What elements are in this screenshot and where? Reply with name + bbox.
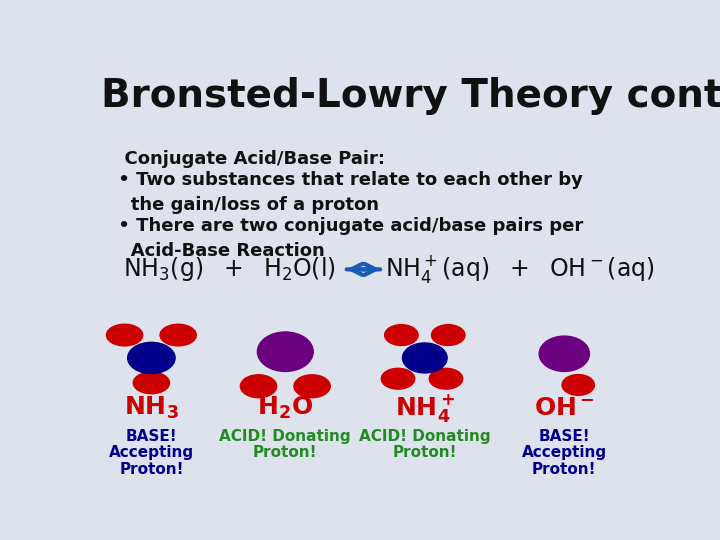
Text: Accepting: Accepting [109,446,194,460]
Ellipse shape [429,368,463,389]
Ellipse shape [258,332,313,372]
Text: $\mathregular{H_2O}$: $\mathregular{H_2O}$ [257,395,313,421]
Text: • Two substances that relate to each other by
   the gain/loss of a proton: • Two substances that relate to each oth… [112,171,583,214]
Ellipse shape [107,324,143,346]
Text: $\mathregular{NH_3(g)\ \ +\ \ H_2O(l)}$: $\mathregular{NH_3(g)\ \ +\ \ H_2O(l)}$ [124,255,336,284]
Ellipse shape [382,368,415,389]
Text: BASE!: BASE! [539,429,590,444]
Ellipse shape [160,324,197,346]
Ellipse shape [127,342,175,374]
Text: Proton!: Proton! [119,462,184,477]
Text: $\mathregular{NH_4^+(aq)\ \ +\ \ OH^-(aq)}$: $\mathregular{NH_4^+(aq)\ \ +\ \ OH^-(aq… [384,253,654,285]
Ellipse shape [240,375,276,397]
Ellipse shape [431,325,465,346]
Ellipse shape [562,375,595,395]
Text: Accepting: Accepting [522,446,607,460]
Ellipse shape [133,372,169,394]
Ellipse shape [294,375,330,397]
Ellipse shape [539,336,590,372]
Ellipse shape [402,343,447,373]
Text: Bronsted-Lowry Theory cont’d: Bronsted-Lowry Theory cont’d [101,77,720,115]
Text: BASE!: BASE! [125,429,177,444]
Text: $\mathregular{NH_3}$: $\mathregular{NH_3}$ [124,395,179,421]
Text: Proton!: Proton! [532,462,597,477]
Text: ACID! Donating: ACID! Donating [359,429,490,444]
Text: • There are two conjugate acid/base pairs per
   Acid-Base Reaction: • There are two conjugate acid/base pair… [112,217,584,260]
Text: Conjugate Acid/Base Pair:: Conjugate Acid/Base Pair: [112,150,385,168]
Text: Proton!: Proton! [253,446,318,460]
Text: $\mathregular{NH_4^+}$: $\mathregular{NH_4^+}$ [395,392,455,424]
Text: Proton!: Proton! [392,446,457,460]
Ellipse shape [384,325,418,346]
Text: ACID! Donating: ACID! Donating [220,429,351,444]
Text: $\mathregular{OH^-}$: $\mathregular{OH^-}$ [534,396,595,420]
